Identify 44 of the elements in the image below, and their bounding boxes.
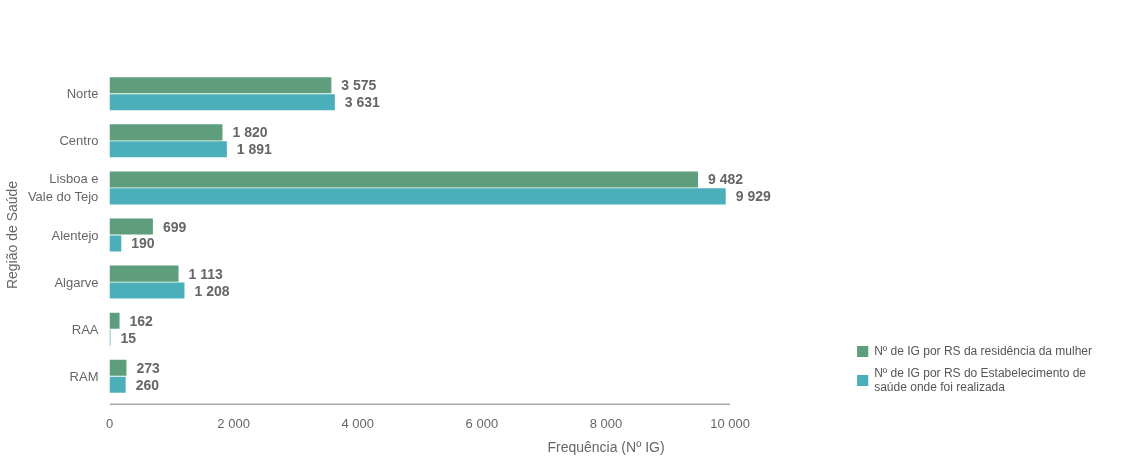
bar <box>109 265 179 282</box>
y-tick-label: RAA <box>71 321 99 337</box>
bar <box>109 218 153 235</box>
data-label: 9 929 <box>735 188 771 205</box>
data-label: 1 113 <box>188 265 224 282</box>
data-label: 1 208 <box>194 282 230 299</box>
data-label: 3 575 <box>341 77 377 94</box>
y-tick-label: RAM <box>69 368 99 384</box>
y-tick-label: Lisboa e Vale do Tejo <box>27 171 99 205</box>
legend-label: Nº de IG por RS do Estabelecimento de saúde onde foi realizada <box>874 366 1086 394</box>
bar <box>109 94 335 111</box>
bar <box>109 376 126 393</box>
data-label: 1 891 <box>236 141 273 158</box>
bar <box>109 171 698 188</box>
x-tick-label: 4 000 <box>341 415 375 431</box>
data-label: 15 <box>120 329 137 346</box>
bar <box>109 359 127 376</box>
data-label: 699 <box>162 218 187 235</box>
data-label: 9 482 <box>707 171 744 188</box>
data-label: 162 <box>129 312 154 329</box>
bar <box>109 312 120 329</box>
bar <box>109 124 223 141</box>
data-label: 3 631 <box>344 94 381 111</box>
x-tick-label: 2 000 <box>217 415 250 431</box>
bar <box>109 141 227 158</box>
bar <box>109 235 122 252</box>
legend-label: Nº de IG por RS da residência da mulher <box>874 344 1092 358</box>
data-label: 260 <box>135 376 160 393</box>
y-axis-title: Região de Saúde <box>3 180 20 290</box>
bar <box>109 282 185 299</box>
y-tick-label: Norte <box>66 86 99 102</box>
x-tick-label: 0 <box>105 415 114 431</box>
y-tick-label: Algarve <box>54 274 99 290</box>
data-label: 273 <box>136 359 161 376</box>
x-tick-label: 8 000 <box>589 415 623 431</box>
x-axis-title: Frequência (Nº IG) <box>547 438 665 455</box>
bar <box>109 77 332 94</box>
y-tick-label: Centro <box>59 133 99 149</box>
bar <box>109 188 726 205</box>
y-tick-label: Alentejo <box>51 227 99 243</box>
x-tick-label: 10 000 <box>710 415 751 431</box>
x-tick-label: 6 000 <box>465 415 499 431</box>
data-label: 1 820 <box>232 124 268 141</box>
data-label: 190 <box>131 235 155 252</box>
